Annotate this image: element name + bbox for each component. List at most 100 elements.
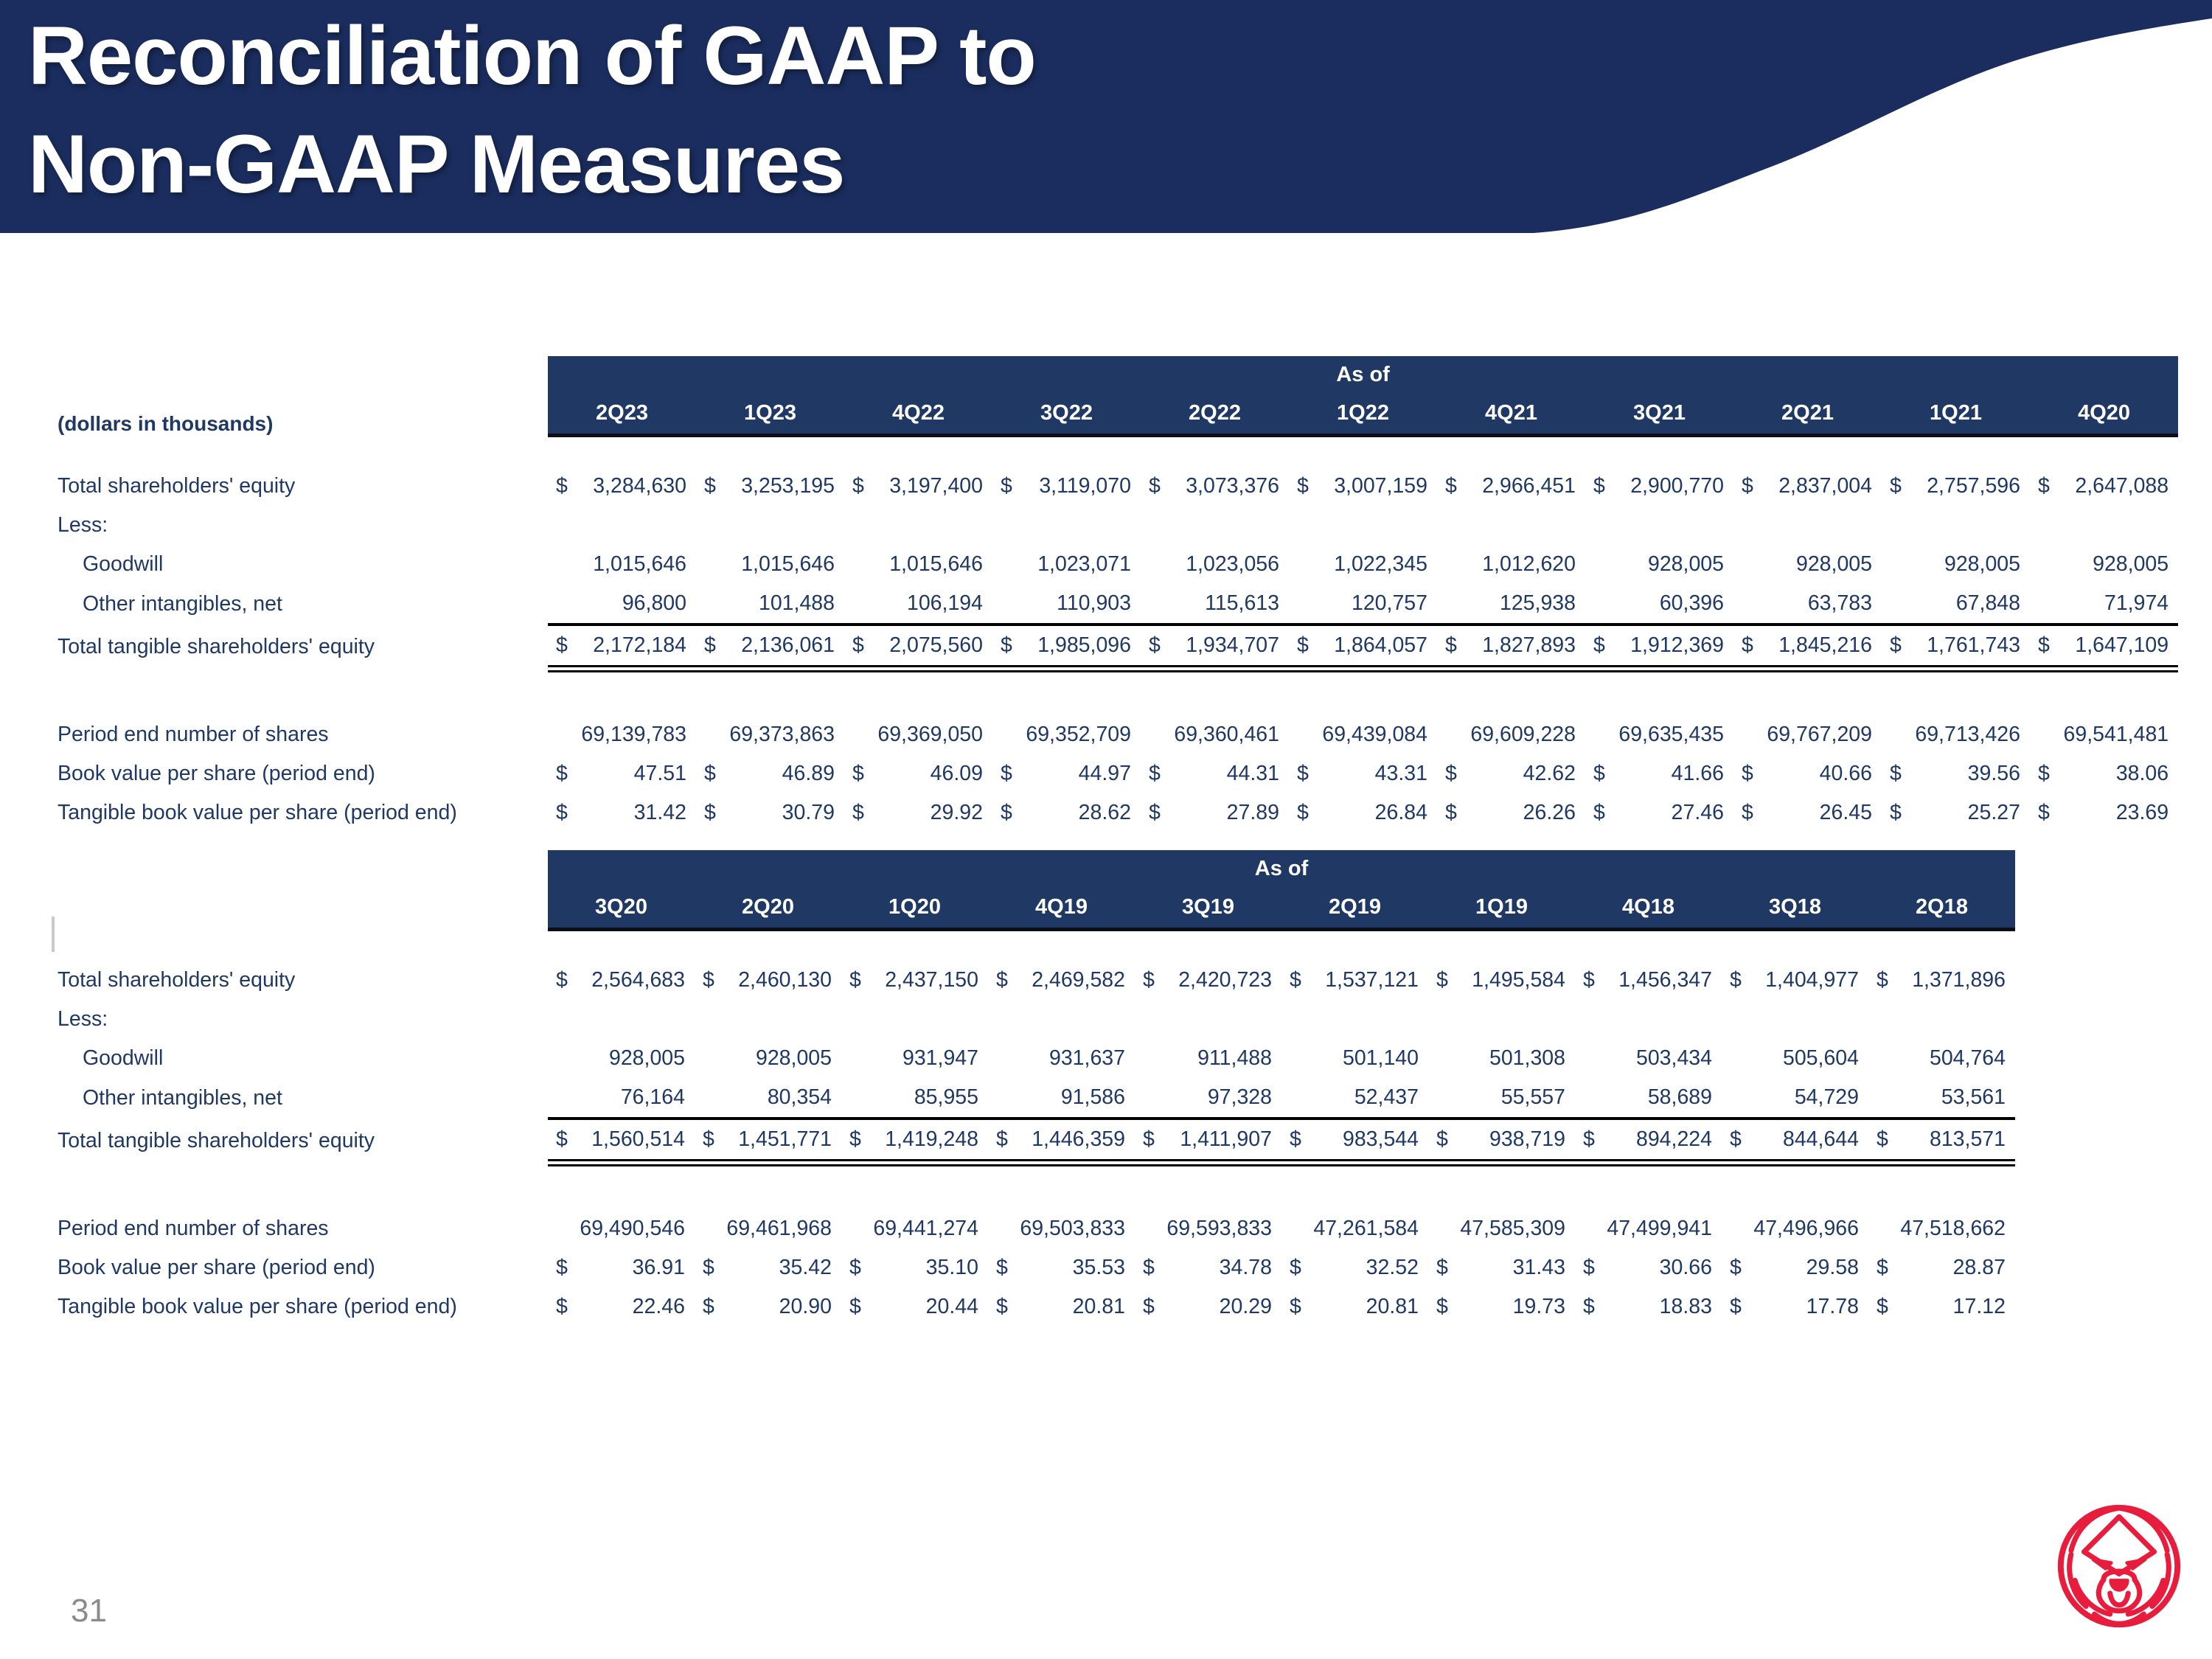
cell-content: 110,903	[992, 591, 1141, 616]
cell-content: 928,005	[548, 1046, 695, 1071]
cell-value: $2,757,596	[1882, 467, 2030, 506]
table-row: Period end number of shares 69,490,546 69,…	[58, 1209, 2015, 1248]
cell-number: 1,560,514	[591, 1127, 685, 1151]
cell-number: 2,837,004	[1778, 474, 1872, 498]
cell-value: $41.66	[1585, 754, 1733, 793]
cell-content: $2,900,770	[1585, 474, 1733, 498]
cell-number: 928,005	[608, 1046, 685, 1070]
dollar-sign: $	[1001, 474, 1012, 498]
cell-content: $1,985,096	[992, 633, 1141, 658]
cell-content: 69,352,709	[992, 723, 1141, 747]
dollar-sign: $	[1001, 801, 1012, 824]
cell-value	[548, 506, 696, 545]
units-label: (dollars in thousands)	[58, 411, 274, 435]
cell-content: $3,119,070	[992, 474, 1141, 498]
cell-value: 69,139,783	[548, 715, 696, 754]
cell-number: 76,164	[620, 1085, 685, 1109]
cell-number: 39.56	[1967, 762, 2020, 785]
cell-value: $26.45	[1733, 793, 1882, 832]
cell-content: $1,912,369	[1585, 633, 1733, 658]
cell-number: 69,713,426	[1915, 723, 2020, 746]
cell-number: 110,903	[1057, 591, 1131, 615]
dollar-sign: $	[556, 968, 568, 992]
cell-content: $20.29	[1135, 1295, 1281, 1319]
cell-value: $43.31	[1289, 754, 1437, 793]
cell-content: $2,966,451	[1437, 474, 1585, 498]
cell-content: $3,253,195	[696, 474, 844, 498]
cell-value: 928,005	[1733, 545, 1882, 584]
cell-content: $2,075,560	[844, 633, 992, 658]
cell-number: 1,015,646	[889, 552, 983, 576]
cell-content: $25.27	[1882, 801, 2030, 825]
cell-content: 63,783	[1733, 591, 1882, 616]
cell-value: 1,015,646	[844, 545, 992, 584]
cell-value: $894,224	[1575, 1119, 1722, 1166]
dollar-sign: $	[1445, 633, 1457, 657]
dollar-sign: $	[1593, 801, 1605, 824]
cell-value: 928,005	[1585, 545, 1733, 584]
cell-value: $35.10	[841, 1248, 988, 1287]
cell-number: 69,441,274	[873, 1217, 978, 1240]
column-header-3q19: 3Q19	[1135, 887, 1281, 931]
cell-value: $28.62	[992, 793, 1141, 832]
column-header-1q21: 1Q21	[1882, 393, 2030, 437]
cell-content: $46.09	[844, 762, 992, 786]
dollar-sign: $	[703, 1295, 714, 1318]
cell-value: 69,503,833	[988, 1209, 1135, 1248]
cell-content: $1,647,109	[2030, 633, 2178, 658]
cell-value: 80,354	[695, 1078, 841, 1120]
cell-content: 1,022,345	[1289, 552, 1437, 577]
cell-content: $29.92	[844, 801, 992, 825]
dollar-sign: $	[704, 474, 716, 498]
cell-number: 28.87	[1952, 1256, 2006, 1279]
table-row: Total shareholders' equity $2,564,683 $2,4…	[58, 961, 2015, 1000]
table-row: Total tangible shareholders' equity $2,17…	[58, 625, 2179, 672]
cell-number: 20.90	[779, 1295, 832, 1318]
dollar-sign: $	[1436, 1127, 1448, 1151]
cell-content: 52,437	[1281, 1085, 1428, 1110]
cell-number: 1,446,359	[1032, 1127, 1125, 1151]
cell-content: 505,604	[1722, 1046, 1868, 1071]
cell-content: $46.89	[696, 762, 844, 786]
table-row: Other intangibles, net 76,164 80,354 85,955…	[58, 1078, 2015, 1120]
cell-value: 69,609,228	[1437, 715, 1585, 754]
spacer-cell	[58, 1163, 2015, 1209]
cell-value	[696, 506, 844, 545]
row-label: Other intangibles, net	[83, 1086, 282, 1110]
cell-value	[548, 1000, 695, 1039]
cell-content: $1,827,893	[1437, 633, 1585, 658]
dollar-sign: $	[1877, 1295, 1888, 1318]
cell-value: $17.12	[1868, 1287, 2015, 1326]
cell-number: 69,360,461	[1174, 723, 1279, 746]
cell-content: 69,369,050	[844, 723, 992, 747]
dollar-sign: $	[1001, 633, 1012, 657]
cell-value: $1,404,977	[1722, 961, 1868, 1000]
dollar-sign: $	[1143, 1127, 1155, 1151]
cell-content: 1,015,646	[696, 552, 844, 577]
column-header-3q18: 3Q18	[1722, 887, 1868, 931]
cell-number: 2,437,150	[885, 968, 978, 992]
cell-content: 47,261,584	[1281, 1217, 1428, 1241]
cell-value: 503,434	[1575, 1039, 1722, 1078]
red-lion-circle-logo-icon	[2057, 1504, 2181, 1628]
dollar-sign: $	[852, 801, 864, 824]
table-row: Total shareholders' equity $3,284,630 $3,2…	[58, 467, 2178, 506]
cell-value: 69,635,435	[1585, 715, 1733, 754]
cell-value: $38.06	[2030, 754, 2178, 793]
cell-number: 91,586	[1060, 1085, 1125, 1109]
cell-number: 69,609,228	[1470, 723, 1576, 746]
cell-value	[992, 506, 1141, 545]
cell-number: 1,012,620	[1482, 552, 1576, 576]
as-of-header: As of	[548, 850, 2015, 887]
column-header-2q19: 2Q19	[1281, 887, 1428, 931]
cell-value: $3,073,376	[1141, 467, 1289, 506]
cell-content: $2,469,582	[988, 968, 1135, 992]
cell-content: $38.06	[2030, 762, 2178, 786]
dollar-sign: $	[849, 1127, 861, 1151]
cell-number: 35.53	[1072, 1256, 1125, 1279]
cell-content: 504,764	[1868, 1046, 2015, 1071]
column-header-2q20: 2Q20	[695, 887, 841, 931]
cell-number: 1,827,893	[1482, 633, 1576, 657]
dollar-sign: $	[1890, 474, 1902, 498]
cell-value: $42.62	[1437, 754, 1585, 793]
